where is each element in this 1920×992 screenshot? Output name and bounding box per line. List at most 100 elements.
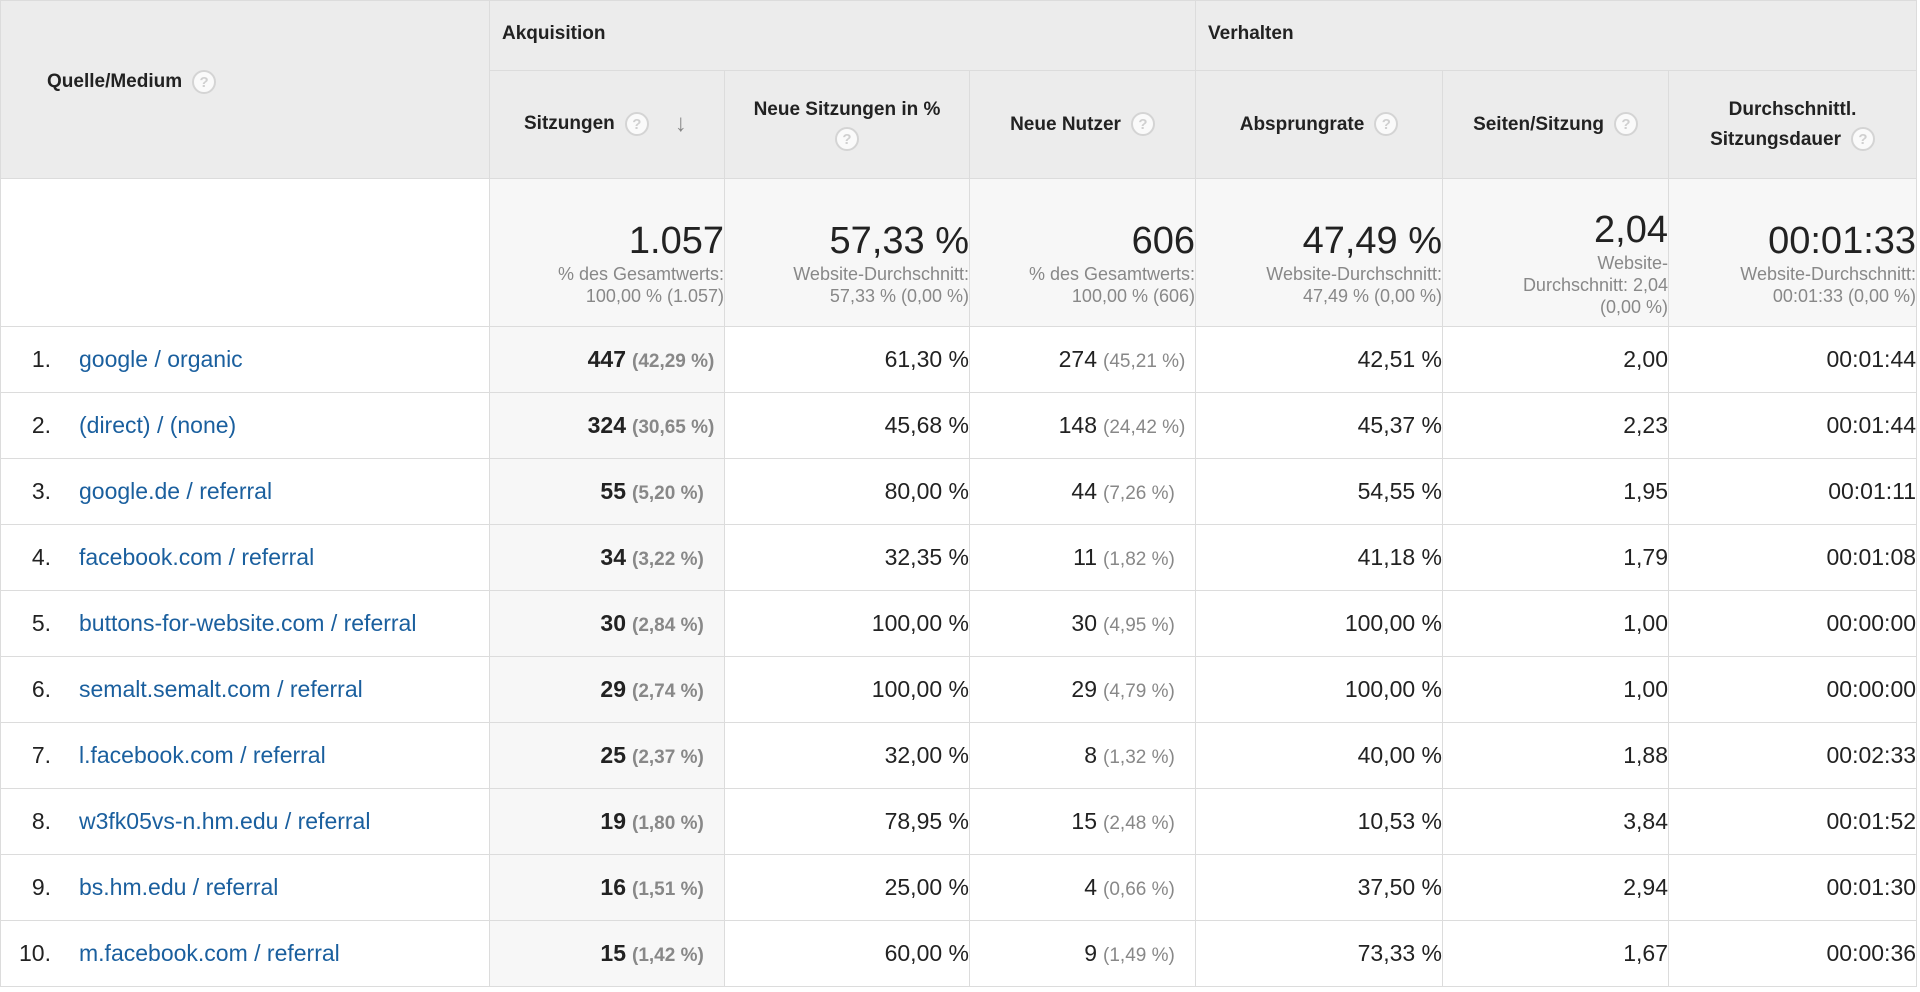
help-icon[interactable]: ? <box>1850 127 1875 152</box>
sessions-percent: (1,42 %) <box>632 945 704 966</box>
sessions-header[interactable]: Sitzungen? ↓ <box>489 70 725 179</box>
source-medium-link[interactable]: buttons-for-website.com / referral <box>79 610 417 636</box>
new-users-value: 8 <box>1084 742 1098 768</box>
row-index: 5. <box>31 610 51 636</box>
new-users-value: 9 <box>1084 940 1098 966</box>
new-sessions-header[interactable]: Neue Sitzungen in %? <box>724 70 970 179</box>
new-sessions-value: 45,68 % <box>884 412 969 438</box>
new-users-percent: (1,82 %) <box>1103 549 1175 570</box>
bounce-rate-header[interactable]: Absprungrate? <box>1195 70 1444 179</box>
help-icon[interactable]: ? <box>835 127 859 152</box>
table-row: 10. m.facebook.com / referral 15 (1,42 %) … <box>0 920 1918 987</box>
row-index: 6. <box>31 676 51 702</box>
table-row: 3. google.de / referral 55 (5,20 %) 80,00 … <box>0 458 1918 525</box>
bounce-cell: 54,55 % <box>1195 458 1444 525</box>
bounce-value: 37,50 % <box>1357 874 1443 900</box>
table-row: 4. facebook.com / referral 34 (3,22 %) 32,… <box>0 524 1918 591</box>
source-medium-link[interactable]: (direct) / (none) <box>79 412 237 438</box>
sessions-value: 447 <box>587 346 626 372</box>
sessions-value: 16 <box>600 874 626 900</box>
summary-new-sessions: 57,33 % Website-Durchschnitt: 57,33 % (0… <box>724 178 970 327</box>
table-row: 8. w3fk05vs-n.hm.edu / referral 19 (1,80 %… <box>0 788 1918 855</box>
sessions-percent: (5,20 %) <box>632 483 704 504</box>
pages-per-session-label: Seiten/Sitzung <box>1473 113 1604 135</box>
pages-cell: 1,88 <box>1442 722 1670 789</box>
sessions-cell: 16 (1,51 %) <box>489 854 725 921</box>
summary-bounce: 47,49 % Website-Durchschnitt: 47,49 % (0… <box>1195 178 1444 327</box>
sessions-value: 34 <box>600 544 626 570</box>
source-medium-link[interactable]: m.facebook.com / referral <box>79 940 340 966</box>
acquisition-label: Akquisition <box>502 22 606 44</box>
pages-value: 1,95 <box>1623 478 1669 504</box>
help-icon[interactable]: ? <box>1374 112 1399 137</box>
help-icon[interactable]: ? <box>192 69 217 94</box>
new-users-percent: (24,42 %) <box>1103 417 1186 438</box>
new-users-cell: 4 (0,66 %) <box>968 854 1197 921</box>
help-icon[interactable]: ? <box>1130 112 1155 137</box>
new-users-cell: 11 (1,82 %) <box>968 524 1197 591</box>
help-icon[interactable]: ? <box>624 112 649 137</box>
sessions-value: 324 <box>587 412 626 438</box>
sessions-percent: (1,80 %) <box>632 813 704 834</box>
duration-value: 00:01:44 <box>1826 346 1917 372</box>
new-users-value: 29 <box>1071 676 1098 702</box>
bounce-cell: 37,50 % <box>1195 854 1444 921</box>
source-medium-header[interactable]: Quelle/Medium? <box>0 0 490 179</box>
pages-cell: 1,00 <box>1442 590 1670 657</box>
table-row: 1. google / organic 447 (42,29 %) 61,30 % … <box>0 326 1918 393</box>
new-users-percent: (7,26 %) <box>1103 483 1175 504</box>
pages-per-session-header[interactable]: Seiten/Sitzung? <box>1442 70 1670 179</box>
duration-value: 00:01:30 <box>1826 874 1917 900</box>
source-medium-link[interactable]: google / organic <box>79 346 243 372</box>
bounce-value: 100,00 % <box>1344 610 1443 636</box>
summary-row: 1.057 % des Gesamtwerts: 100,00 % (1.057… <box>0 178 1918 327</box>
new-users-percent: (2,48 %) <box>1103 813 1175 834</box>
avg-session-duration-header[interactable]: Durchschnittl. Sitzungsdauer? <box>1668 70 1918 179</box>
summary-bounce-sub2: 47,49 % (0,00 %) <box>1302 285 1443 306</box>
new-users-cell: 148 (24,42 %) <box>968 392 1197 459</box>
summary-sessions-sub2: 100,00 % (1.057) <box>585 285 724 306</box>
new-users-header[interactable]: Neue Nutzer? <box>968 70 1197 179</box>
row-index: 7. <box>31 742 51 768</box>
table-row: 6. semalt.semalt.com / referral 29 (2,74 %… <box>0 656 1918 723</box>
pages-value: 1,67 <box>1623 940 1669 966</box>
sessions-value: 30 <box>600 610 626 636</box>
sessions-percent: (30,65 %) <box>632 417 715 438</box>
source-medium-link[interactable]: semalt.semalt.com / referral <box>79 676 363 702</box>
duration-value: 00:00:36 <box>1826 940 1917 966</box>
summary-sessions: 1.057 % des Gesamtwerts: 100,00 % (1.057… <box>489 178 725 327</box>
sessions-cell: 25 (2,37 %) <box>489 722 725 789</box>
bounce-value: 73,33 % <box>1357 940 1443 966</box>
help-icon[interactable]: ? <box>1613 112 1638 137</box>
summary-duration: 00:01:33 Website-Durchschnitt: 00:01:33 … <box>1668 178 1918 327</box>
source-medium-label: Quelle/Medium <box>47 70 183 92</box>
source-medium-link[interactable]: bs.hm.edu / referral <box>79 874 279 900</box>
new-users-percent: (1,49 %) <box>1103 945 1175 966</box>
new-users-cell: 44 (7,26 %) <box>968 458 1197 525</box>
sessions-value: 19 <box>600 808 626 834</box>
source-medium-link[interactable]: google.de / referral <box>79 478 273 504</box>
row-index: 1. <box>31 346 51 372</box>
new-sessions-cell: 60,00 % <box>724 920 970 987</box>
summary-new-sessions-sub1: Website-Durchschnitt: <box>793 263 969 284</box>
pages-cell: 2,23 <box>1442 392 1670 459</box>
sessions-value: 25 <box>600 742 626 768</box>
bounce-cell: 42,51 % <box>1195 326 1444 393</box>
source-medium-link[interactable]: l.facebook.com / referral <box>79 742 326 768</box>
data-rows: 1. google / organic 447 (42,29 %) 61,30 % … <box>0 326 1918 987</box>
sort-desc-icon[interactable]: ↓ <box>674 110 687 138</box>
source-cell: 5. buttons-for-website.com / referral <box>0 590 490 657</box>
source-cell: 9. bs.hm.edu / referral <box>0 854 490 921</box>
pages-cell: 1,00 <box>1442 656 1670 723</box>
new-sessions-label: Neue Sitzungen in % <box>753 98 941 120</box>
row-index: 10. <box>19 940 51 966</box>
source-cell: 8. w3fk05vs-n.hm.edu / referral <box>0 788 490 855</box>
new-sessions-value: 100,00 % <box>871 610 969 636</box>
summary-new-users-sub2: 100,00 % (606) <box>1071 285 1196 306</box>
source-medium-link[interactable]: facebook.com / referral <box>79 544 315 570</box>
source-medium-link[interactable]: w3fk05vs-n.hm.edu / referral <box>79 808 371 834</box>
pages-value: 2,00 <box>1623 346 1669 372</box>
new-users-value: 274 <box>1058 346 1098 372</box>
new-users-value: 148 <box>1058 412 1098 438</box>
summary-pages-sub1: Website- <box>1597 252 1669 273</box>
